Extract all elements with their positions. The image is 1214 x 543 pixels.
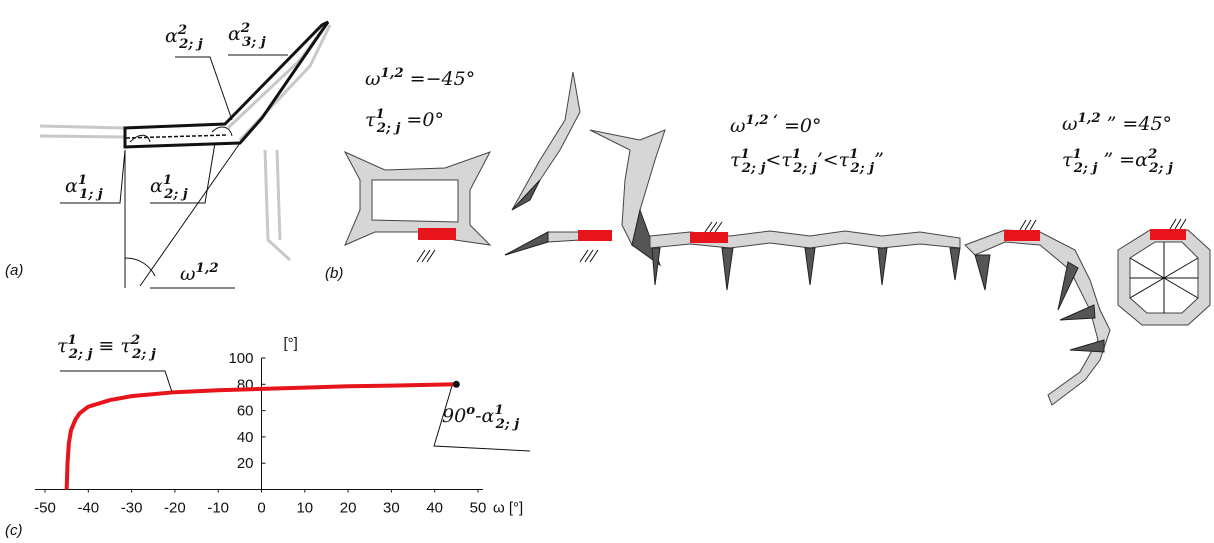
math-part: 90 <box>442 405 466 427</box>
y-tick-label: 100 <box>228 350 253 367</box>
panel-label: (b) <box>325 265 343 282</box>
math-part: 1 <box>68 333 77 348</box>
math-part: ” =α <box>1097 149 1148 171</box>
x-tick-label: -30 <box>121 500 143 517</box>
math-part: =0° <box>778 115 822 137</box>
y-axis-label: [°] <box>284 335 298 352</box>
y-tick-label: 40 <box>237 429 254 446</box>
x-tick-label: 30 <box>383 500 400 517</box>
math-part: 2; j <box>376 121 401 136</box>
math-part: 1 <box>376 107 385 122</box>
diagram-a-lines <box>40 22 330 288</box>
math-part: 1 <box>792 147 801 162</box>
math-part: 1; j <box>79 187 103 202</box>
math-part: 1 <box>78 173 87 188</box>
x-tick-label: -20 <box>164 500 186 517</box>
math-part: o <box>466 403 475 418</box>
math-part: ≡ τ <box>92 335 131 357</box>
math-part: ’<τ <box>817 149 850 171</box>
math-part: 2 <box>1147 147 1157 162</box>
end-point <box>453 381 460 388</box>
math-part: 2; j <box>131 347 156 362</box>
state-label: ω1,2 =−45° <box>365 66 475 90</box>
math-part: α <box>228 23 241 45</box>
math-part: 1 <box>1073 147 1082 162</box>
math-part: ω <box>1062 113 1078 135</box>
math-part: 2 <box>177 23 187 38</box>
math-part: 2; j <box>849 161 874 176</box>
math-part: ” =45° <box>1101 113 1172 135</box>
math-part: 2 <box>240 21 250 36</box>
math-part: 2; j <box>163 187 188 202</box>
math-part: 2; j <box>741 161 766 176</box>
math-part: ω <box>180 263 196 285</box>
math-part: 1,2 <box>196 261 219 276</box>
math-part: α <box>165 25 178 47</box>
math-part: ω <box>730 115 746 137</box>
y-tick-label: 60 <box>237 403 254 420</box>
x-tick-label: 50 <box>470 500 487 517</box>
x-tick-label: 40 <box>426 500 443 517</box>
x-tick-label: 20 <box>340 500 357 517</box>
x-tick-label: 0 <box>257 500 265 517</box>
y-tick-label: 20 <box>237 455 254 472</box>
figure: (a)(b)(c)α22; jα23; jα11; jα12; jω1,2ω1,… <box>0 0 1214 543</box>
math-part: τ <box>57 335 68 357</box>
math-part: ” <box>874 149 884 171</box>
math-part: -α <box>475 405 494 427</box>
math-part: α <box>150 175 163 197</box>
x-tick-label: -10 <box>207 500 229 517</box>
math-part: 1,2 ‘ <box>746 113 779 128</box>
math-part: α <box>65 175 78 197</box>
math-part: 1 <box>741 147 750 162</box>
math-part: τ <box>365 109 376 131</box>
state-label: ω1,2 ‘ =0° <box>730 113 821 137</box>
x-tick-label: -40 <box>77 500 99 517</box>
math-part: 2; j <box>1073 161 1098 176</box>
math-part: 1 <box>494 403 503 418</box>
math-part: 1,2 <box>1078 111 1101 126</box>
math-part: 1 <box>849 147 858 162</box>
math-part: 2; j <box>178 37 203 52</box>
math-part: 1 <box>163 173 172 188</box>
math-part: 2; j <box>1148 161 1173 176</box>
math-part: τ <box>1062 149 1073 171</box>
state-label: ω1,2 ” =45° <box>1062 111 1172 135</box>
math-part: =−45° <box>404 68 476 90</box>
math-part: 1,2 <box>381 66 404 81</box>
math-part: =0° <box>400 109 444 131</box>
math-part: τ <box>730 149 741 171</box>
x-axis-label: ω [°] <box>493 500 523 517</box>
math-part: 3; j <box>242 35 266 50</box>
panel-label: (c) <box>5 522 23 539</box>
panel-label: (a) <box>5 262 23 279</box>
x-tick-label: -50 <box>34 500 56 517</box>
x-tick-label: 10 <box>296 500 313 517</box>
math-part: ω <box>365 68 381 90</box>
math-part: 2; j <box>495 417 520 432</box>
angle-label: ω1,2 <box>180 261 219 285</box>
math-part: 2 <box>130 333 140 348</box>
math-part: 2; j <box>68 347 93 362</box>
leader <box>60 371 172 392</box>
math-part: 2; j <box>792 161 817 176</box>
math-part: <τ <box>765 149 792 171</box>
